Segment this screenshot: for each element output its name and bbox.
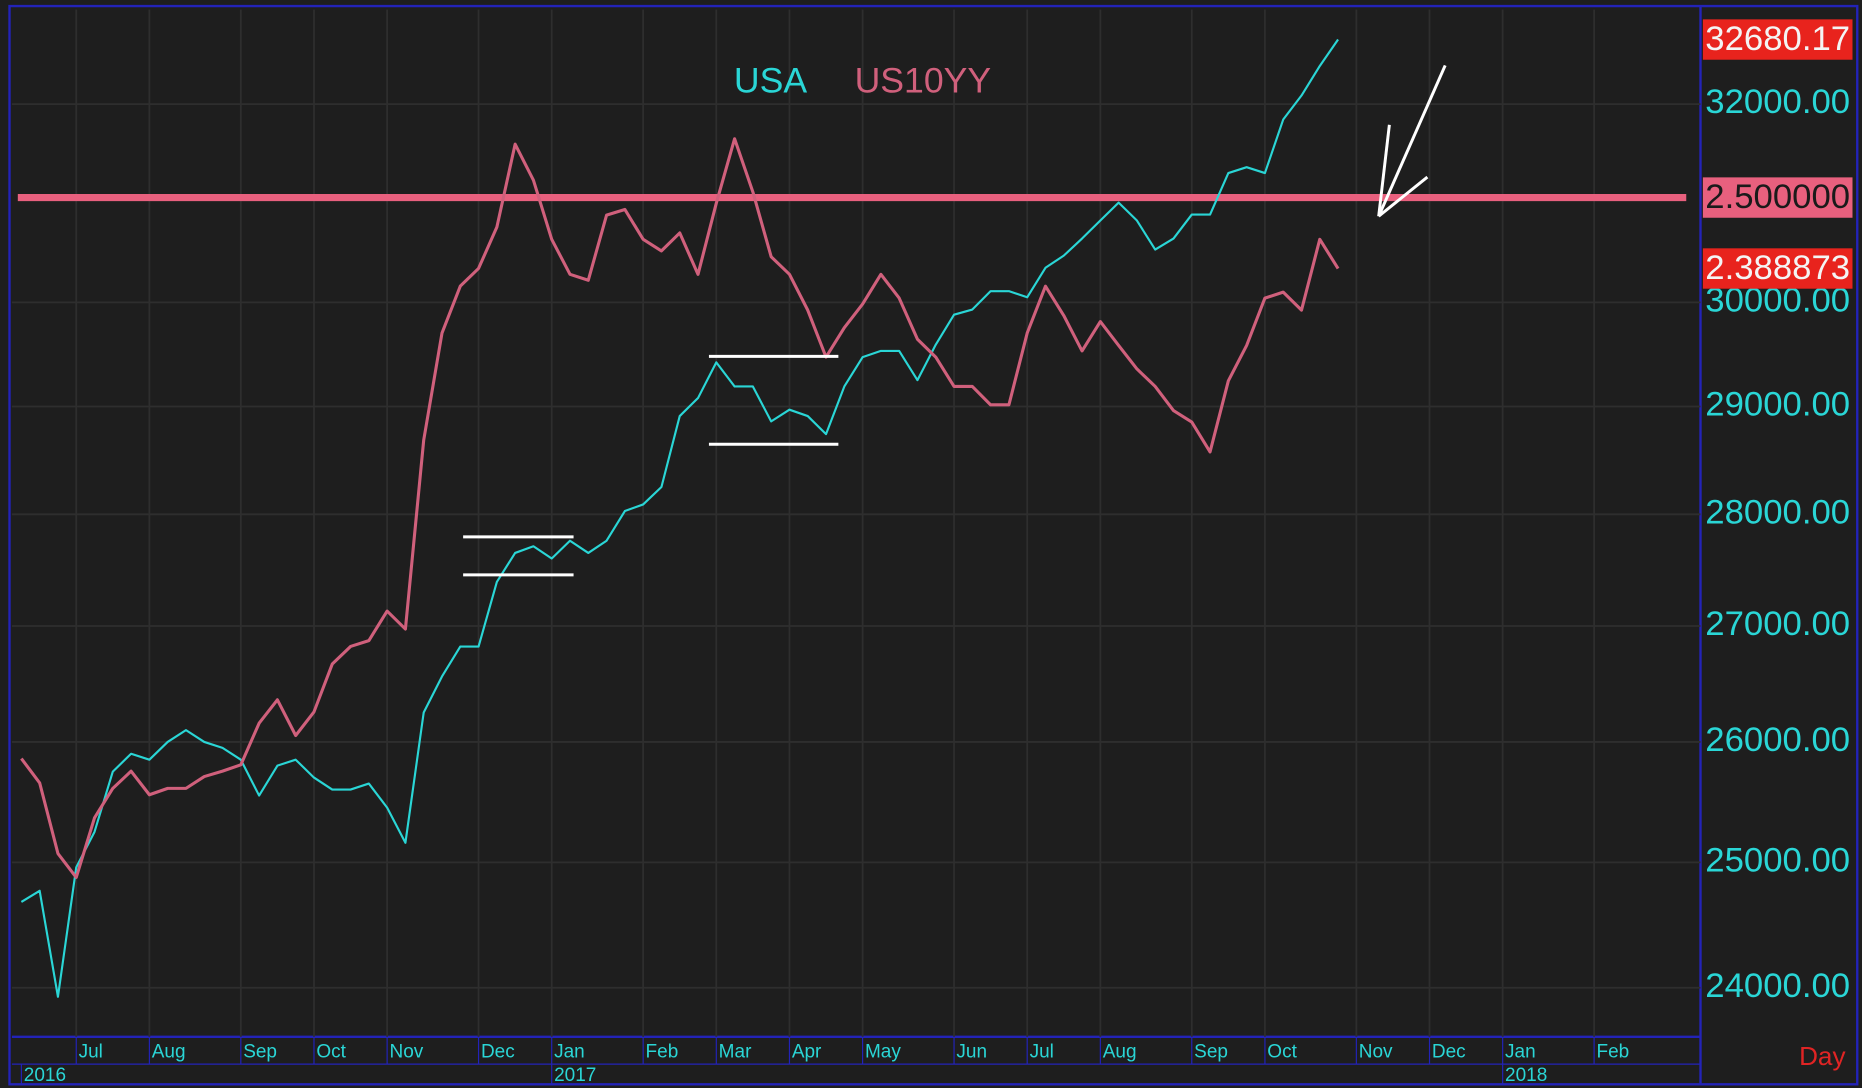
y-tick-label: 24000.00 [1705, 967, 1850, 1005]
x-tick-label: Oct [1267, 1041, 1297, 1062]
year-label: 2017 [554, 1065, 596, 1086]
y-tick-label: 27000.00 [1705, 605, 1850, 643]
x-tick-label: Sep [243, 1041, 277, 1062]
x-tick-label: Feb [646, 1041, 679, 1062]
plot [17, 38, 1687, 998]
y-tick-label: 28000.00 [1705, 493, 1850, 531]
last-value-box [1702, 248, 1853, 289]
x-tick-label: Jul [79, 1041, 103, 1062]
annotations [463, 64, 1447, 577]
x-tick-label: Nov [1359, 1041, 1393, 1062]
arrow-head [1377, 175, 1429, 218]
legend-entry: US10YY [855, 61, 992, 101]
last-value-label: 2.388873 [1705, 249, 1850, 287]
x-tick-label: Jun [956, 1041, 987, 1062]
x-tick-label: Dec [1432, 1041, 1466, 1062]
x-tick-label: Aug [152, 1041, 186, 1062]
x-tick-label: Sep [1194, 1041, 1228, 1062]
frame [8, 4, 1859, 1086]
last-value-box [1702, 19, 1853, 60]
arrow-shaft [1377, 64, 1447, 217]
x-tick-label: May [865, 1041, 901, 1062]
x-tick-label: Jan [1505, 1041, 1536, 1062]
grid [11, 9, 1701, 1037]
last-value-label: 32680.17 [1705, 20, 1850, 58]
y-tick-label: 25000.00 [1705, 841, 1850, 879]
x-tick-label: Oct [316, 1041, 346, 1062]
reference-value-label: 2.500000 [1705, 178, 1850, 216]
x-tick-label: Mar [719, 1041, 752, 1062]
period-label: Day [1799, 1041, 1845, 1071]
x-tick-label: Feb [1596, 1041, 1629, 1062]
series-line [20, 38, 1339, 998]
x-tick-label: Aug [1103, 1041, 1137, 1062]
x-tick-label: Apr [792, 1041, 822, 1062]
y-tick-label: 29000.00 [1705, 386, 1850, 424]
y-tick-label: 26000.00 [1705, 721, 1850, 759]
reference-value-box [1702, 177, 1853, 218]
x-tick-label: Jul [1030, 1041, 1054, 1062]
x-tick-label: Jan [554, 1041, 585, 1062]
year-label: 2016 [24, 1065, 66, 1086]
arrow-head [1377, 124, 1391, 217]
y-tick-label: 32000.00 [1705, 83, 1850, 121]
series-line [20, 137, 1340, 879]
x-tick-label: Dec [481, 1041, 515, 1062]
year-label: 2018 [1505, 1065, 1547, 1086]
legend-entry: USA [734, 61, 807, 101]
x-tick-label: Nov [390, 1041, 424, 1062]
